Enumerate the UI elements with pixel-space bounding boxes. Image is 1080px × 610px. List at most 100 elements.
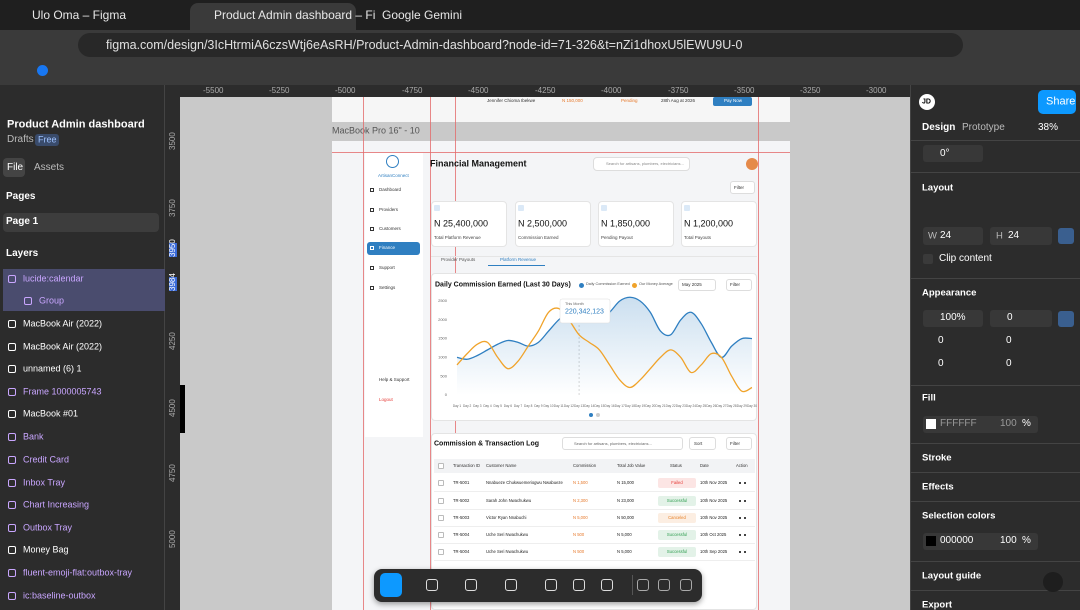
layer[interactable]: unnamed (6) 1 [23, 363, 82, 374]
layer[interactable]: lucide:calendar [23, 273, 84, 284]
tool[interactable] [465, 579, 477, 591]
checkbox[interactable] [438, 532, 444, 538]
nav-item[interactable]: Logout [379, 396, 393, 402]
nav-item[interactable]: Dashboard [379, 186, 402, 192]
nav-item[interactable]: Finance [379, 244, 396, 250]
x-tick-label: Day 2 [463, 404, 472, 408]
tab-title[interactable]: Product Admin dashboard – Fi [214, 8, 376, 22]
layer[interactable]: Inbox Tray [23, 477, 66, 488]
move-tool[interactable] [380, 573, 402, 597]
month-select[interactable] [678, 279, 716, 291]
nav-item[interactable]: Support [379, 264, 395, 270]
cell: N 5,000 [617, 548, 632, 554]
nav-item[interactable]: Providers [379, 206, 399, 212]
zoom[interactable]: 38% [1038, 122, 1059, 133]
tool[interactable] [505, 579, 517, 591]
x-tick-label: Day 12 [564, 404, 574, 408]
tab[interactable]: Provider Payouts [441, 256, 476, 262]
cell: N 500 [573, 548, 585, 554]
layer[interactable]: Group [39, 295, 65, 306]
layer[interactable]: MacBook #01 [23, 408, 79, 419]
checkbox[interactable] [923, 254, 933, 264]
divider [910, 172, 1080, 173]
status: Successful [666, 497, 688, 503]
section-title: Appearance [922, 287, 977, 299]
mode-tool[interactable] [658, 579, 670, 591]
fill-opacity: 100 [1000, 418, 1017, 429]
x-tick-label: Day 26 [706, 404, 716, 408]
page[interactable]: Page 1 [6, 216, 39, 227]
row-action[interactable] [739, 500, 746, 502]
bookmark-icon[interactable] [37, 65, 48, 76]
layer[interactable]: MacBook Air (2022) [23, 318, 103, 329]
constrain-toggle[interactable] [1058, 228, 1074, 244]
share[interactable]: Share [1046, 95, 1076, 108]
layer[interactable]: Chart Increasing [23, 499, 90, 510]
layer[interactable]: ic:baseline-outbox [23, 590, 96, 601]
layer[interactable]: MacBook Air (2022) [23, 341, 103, 352]
tool[interactable] [601, 579, 613, 591]
legend-swatch [632, 283, 637, 288]
row-action[interactable] [739, 482, 746, 484]
tool[interactable] [545, 579, 557, 591]
sort-btn[interactable] [689, 437, 716, 450]
layer[interactable]: Money Bag [23, 544, 69, 555]
tool[interactable] [426, 579, 438, 591]
checkbox[interactable] [438, 549, 444, 555]
x-tick-label: Day 3 [473, 404, 482, 408]
prototype-tab[interactable]: Prototype [962, 122, 1005, 133]
layer[interactable]: fluent-emoji-flat:outbox-tray [23, 567, 133, 578]
divider [910, 590, 1080, 591]
share-btn[interactable] [1038, 90, 1076, 114]
tab-title[interactable]: Ulo Oma – Figma [32, 8, 127, 22]
stat-icon [684, 205, 690, 211]
x-tick-label: Day 18 [625, 404, 635, 408]
tool[interactable] [573, 579, 585, 591]
column-header: Transaction ID [453, 462, 481, 468]
row-action[interactable] [739, 517, 746, 519]
design-tab[interactable]: Design [922, 122, 956, 133]
layer-icon [8, 569, 16, 577]
search-placeholder: Search for artisans, plumbers, electrici… [606, 161, 684, 166]
row-action[interactable] [739, 534, 746, 536]
mode-tool[interactable] [680, 579, 692, 591]
layer[interactable]: Frame 1000005743 [23, 386, 102, 397]
help-btn[interactable] [1043, 572, 1063, 592]
filter-label: Filter [730, 440, 740, 446]
chart-filter[interactable] [726, 279, 752, 291]
table-search[interactable] [562, 437, 683, 450]
checkbox[interactable] [438, 480, 444, 486]
tab-title[interactable]: Google Gemini [382, 8, 463, 22]
status: Successful [666, 531, 688, 537]
nav-item[interactable]: Customers [379, 225, 401, 231]
x-tick-label: Day 30 [747, 404, 757, 408]
tab[interactable]: Platform Revenue [500, 256, 537, 262]
nav-icon [370, 286, 374, 290]
corner-toggle[interactable] [1058, 311, 1074, 327]
cell: 10th Nov 2025 [700, 497, 728, 503]
column-header: Total Job Value [617, 462, 646, 468]
checkbox[interactable] [438, 515, 444, 521]
search-box[interactable] [593, 157, 690, 171]
checkbox[interactable] [438, 463, 444, 469]
y-tick-label: 2000 [438, 317, 448, 322]
x-tick-label: Day 20 [645, 404, 655, 408]
layer[interactable]: Bank [23, 431, 44, 442]
nav-item[interactable]: Help & Support [379, 376, 410, 382]
layer[interactable]: Outbox Tray [23, 522, 73, 533]
url[interactable]: figma.com/design/3IcHtrmiA6czsWtj6eAsRH/… [106, 37, 743, 52]
mode-tool[interactable] [637, 579, 649, 591]
row-action[interactable] [739, 551, 746, 553]
assets-tab[interactable]: Assets [34, 162, 65, 173]
left-panel [0, 85, 165, 610]
filter-btn[interactable] [730, 181, 755, 194]
ruler-x-label: -5250 [269, 86, 290, 95]
filter-btn[interactable] [726, 437, 752, 450]
address-bar[interactable] [78, 33, 963, 57]
cell: 10th Nov 2025 [700, 514, 728, 520]
layer[interactable]: Credit Card [23, 454, 70, 465]
row-divider [434, 526, 755, 527]
checkbox[interactable] [438, 498, 444, 504]
nav-item[interactable]: Settings [379, 284, 396, 290]
file-tab[interactable]: File [7, 162, 24, 173]
